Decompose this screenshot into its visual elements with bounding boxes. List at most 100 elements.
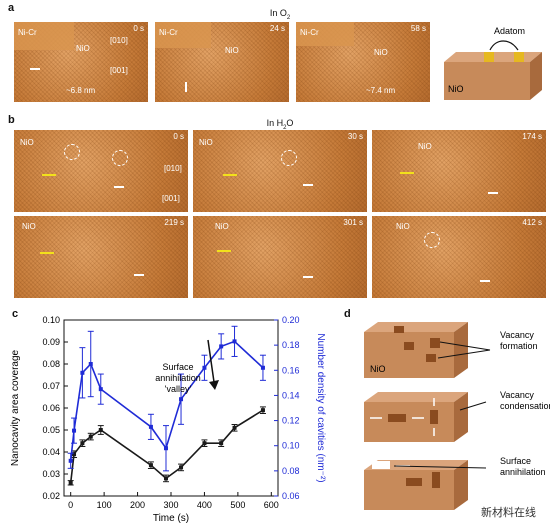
- y-left-tick-label: 0.09: [42, 337, 60, 347]
- watermark: 新材料在线: [481, 507, 536, 519]
- valley-annotation: Surface annihilation'valley': [155, 362, 201, 394]
- arrow-icon: [223, 174, 237, 176]
- tag-nio: NiO: [199, 138, 213, 147]
- label-vacancy-formation: Vacancy formation: [500, 330, 538, 351]
- tag-nicr: Ni-Cr: [300, 28, 319, 37]
- y-right-tick-label: 0.18: [282, 340, 300, 350]
- cavity-marker: [112, 150, 128, 166]
- arrow-icon: [303, 276, 313, 278]
- timestamp: 24 s: [269, 24, 285, 33]
- adatom-label: Adatom: [494, 26, 525, 36]
- cavity-marker: [64, 144, 80, 160]
- tem-frame-b3: NiO 174 s: [372, 130, 546, 212]
- x-tick-label: 600: [264, 500, 279, 510]
- y-left-tick-label: 0.08: [42, 359, 60, 369]
- data-point: [80, 370, 85, 375]
- x-tick-label: 500: [230, 500, 245, 510]
- y-right-tick-label: 0.06: [282, 491, 300, 501]
- direction-001: [001]: [162, 194, 180, 203]
- data-point: [163, 446, 168, 451]
- tem-frame-a3: Ni-Cr NiO 58 s ~7.4 nm: [296, 22, 430, 102]
- arrow-icon: [40, 252, 54, 254]
- y-right-tick-label: 0.14: [282, 390, 300, 400]
- direction-010: [010]: [110, 36, 128, 45]
- tem-frame-b4: NiO 219 s: [14, 216, 188, 298]
- y-right-axis-label: Number density of cavities (nm⁻²): [315, 333, 326, 482]
- label-surface-annihilation: Surface annihilation: [500, 456, 546, 477]
- tag-nio: NiO: [225, 46, 239, 55]
- y-right-tick-label: 0.08: [282, 466, 300, 476]
- tag-nicr: Ni-Cr: [159, 28, 178, 37]
- tem-frame-a2: Ni-Cr NiO 24 s: [155, 22, 289, 102]
- x-tick-label: 200: [130, 500, 145, 510]
- coverage-density-chart: 0 100 200 300 400 500 600 0.02 0.03 0.04 0.05 0.06 0…: [10, 315, 326, 524]
- plot-frame: [63, 319, 279, 497]
- valley-arrow: [207, 339, 215, 383]
- arrow-icon: [217, 250, 231, 252]
- label-vacancy-condensation: Vacancy condensation: [500, 390, 550, 411]
- x-tick-label: 100: [97, 500, 112, 510]
- data-point: [98, 428, 103, 432]
- x-tick-label: 400: [197, 500, 212, 510]
- timestamp: 301 s: [343, 218, 363, 227]
- timestamp: 30 s: [347, 132, 363, 141]
- tag-nio: NiO: [76, 44, 90, 53]
- y-right-tick-label: 0.10: [282, 441, 300, 451]
- tem-frame-b6: NiO 412 s: [372, 216, 546, 298]
- panel-a-label: a: [8, 2, 15, 14]
- tem-frame-b5: NiO 301 s: [193, 216, 367, 298]
- data-point: [148, 424, 153, 429]
- data-point: [72, 428, 77, 433]
- direction-010: [010]: [164, 164, 182, 173]
- data-point: [260, 408, 265, 413]
- data-point: [232, 339, 237, 344]
- timestamp: 219 s: [164, 218, 184, 227]
- data-point: [88, 434, 93, 439]
- arrow-icon: [488, 192, 498, 194]
- timestamp: 174 s: [522, 132, 542, 141]
- nio-label: NiO: [448, 84, 464, 94]
- y-right-tick-label: 0.16: [282, 365, 300, 375]
- timestamp: 0 s: [173, 132, 184, 141]
- tag-nio: NiO: [20, 138, 34, 147]
- x-tick-label: 0: [68, 500, 73, 510]
- y-left-axis-label: Nanocavity area coverage: [10, 349, 21, 466]
- direction-001: [001]: [110, 66, 128, 75]
- data-point: [72, 452, 77, 457]
- data-point: [232, 425, 237, 430]
- panel-b-condition: In H2O: [266, 118, 294, 131]
- data-point: [202, 365, 207, 370]
- timestamp: 58 s: [410, 24, 426, 33]
- tag-nio: NiO: [374, 48, 388, 57]
- measure-label: ~7.4 nm: [366, 86, 396, 95]
- x-axis-label: Time (s): [153, 513, 189, 524]
- arrow-icon: [480, 280, 490, 282]
- adatom-schematic: Adatom NiO: [444, 26, 542, 100]
- panel-a-condition: In O2: [269, 8, 291, 21]
- y-right-tick-label: 0.12: [282, 416, 300, 426]
- cavity-marker: [424, 232, 440, 248]
- panel-b-label: b: [8, 114, 15, 126]
- y-left-tick-label: 0.10: [42, 315, 60, 325]
- vacancy-schematic: NiO Vacancy formation Vacancy condensation…: [364, 322, 550, 510]
- data-point: [179, 465, 184, 470]
- data-point: [179, 397, 184, 402]
- data-point: [68, 458, 73, 463]
- nio-label: NiO: [370, 364, 386, 374]
- arrow-icon: [400, 172, 414, 174]
- panel-c-label: c: [12, 308, 19, 320]
- series-line-1: [69, 340, 264, 461]
- y-left-tick-label: 0.06: [42, 403, 60, 413]
- arrow-icon: [30, 68, 40, 70]
- data-point: [98, 387, 103, 392]
- tem-frame-b1: NiO 0 s [010] [001]: [14, 130, 188, 212]
- data-point: [219, 344, 224, 349]
- y-left-tick-label: 0.03: [42, 469, 60, 479]
- arrow-icon: [134, 274, 144, 276]
- tem-frame-a1: Ni-Cr NiO 0 s [010] [001] ~6.8 nm: [14, 22, 148, 102]
- data-point: [88, 362, 93, 366]
- timestamp: 412 s: [522, 218, 542, 227]
- panel-d-label: d: [344, 308, 351, 320]
- arrow-icon: [303, 184, 313, 186]
- y-left-tick-label: 0.07: [42, 381, 60, 391]
